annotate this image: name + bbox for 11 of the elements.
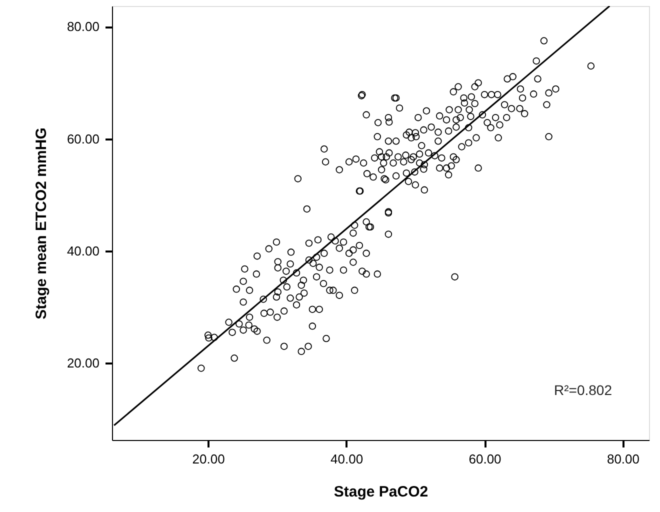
x-axis-title: Stage PaCO2 xyxy=(334,484,428,500)
annotation: R²=0.802 xyxy=(554,382,612,398)
x-tick-label: 20.00 xyxy=(192,452,225,466)
x-tick-label: 60.00 xyxy=(468,452,502,466)
y-tick-label: 80.00 xyxy=(66,19,100,34)
y-axis-title: Stage mean ETCO2 mmHG xyxy=(32,128,50,320)
x-tick-label: 80.00 xyxy=(606,452,640,466)
y-tick-label: 60.00 xyxy=(66,131,100,146)
y-tick-label: 20.00 xyxy=(66,356,100,371)
x-tick-label: 40.00 xyxy=(330,452,364,466)
y-tick-label: 40.00 xyxy=(66,244,100,259)
